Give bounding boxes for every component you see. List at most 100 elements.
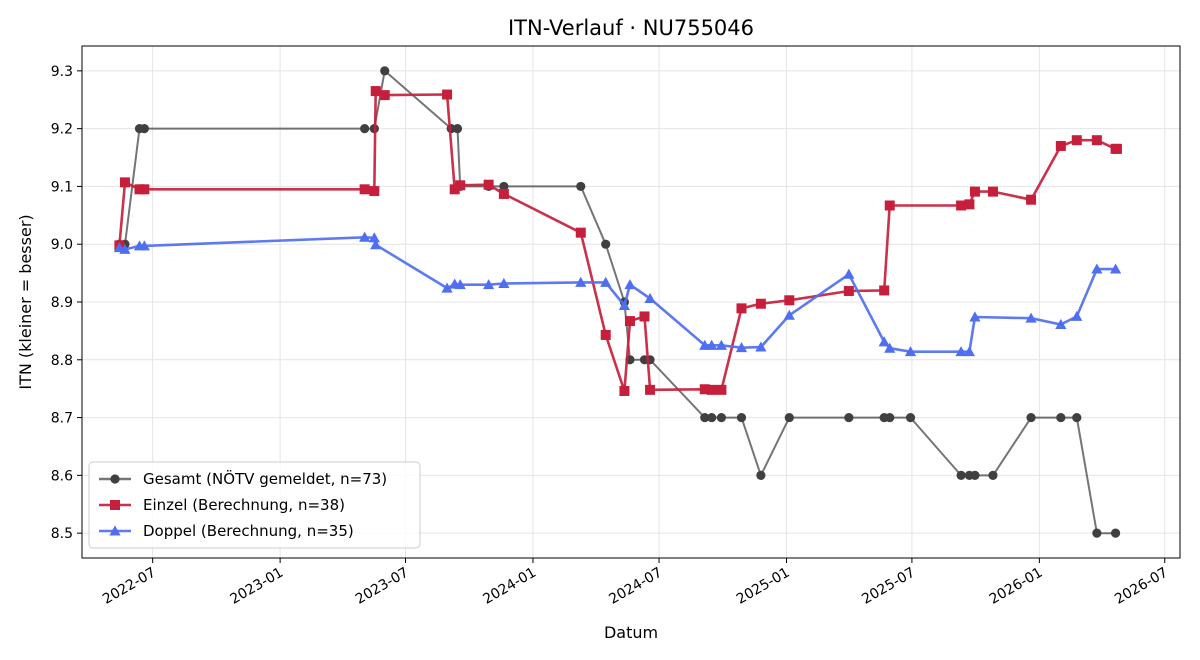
chart-title: ITN-Verlauf · NU755046 [508, 16, 754, 40]
data-point [109, 525, 121, 536]
grid-layer [82, 46, 1180, 558]
data-point [575, 227, 586, 238]
data-point [987, 186, 998, 197]
data-point [1055, 140, 1066, 151]
data-point [1091, 135, 1102, 146]
y-tick-label: 9.2 [51, 122, 73, 138]
data-point [619, 385, 630, 396]
y-tick-label: 8.7 [51, 411, 73, 427]
data-point [756, 470, 766, 480]
series-triangle [113, 231, 1122, 357]
data-point [1056, 412, 1066, 423]
data-point [884, 200, 895, 211]
y-tick-label: 8.6 [51, 468, 73, 484]
data-point [700, 412, 710, 423]
data-point [970, 470, 980, 480]
data-point [639, 311, 650, 322]
y-tick-label: 9.0 [51, 237, 73, 253]
data-point [699, 384, 710, 395]
data-point [783, 309, 795, 320]
data-point [736, 412, 747, 423]
data-point [715, 339, 728, 350]
data-point [1092, 528, 1102, 538]
data-point [369, 186, 380, 197]
data-point [368, 232, 380, 243]
data-point [706, 339, 718, 350]
data-point [969, 186, 980, 197]
data-point [784, 412, 794, 423]
data-point [1025, 312, 1037, 323]
y-tick-label: 8.8 [51, 353, 73, 369]
data-point [483, 179, 494, 190]
data-point [956, 470, 966, 480]
data-point [905, 412, 916, 423]
data-point [110, 474, 120, 484]
y-axis-label: ITN (kleiner = besser) [16, 214, 35, 389]
series-circle [114, 66, 1121, 538]
data-point [1110, 528, 1121, 538]
data-point [988, 470, 998, 480]
data-point [956, 200, 967, 211]
data-point [119, 177, 130, 188]
data-point [359, 184, 370, 195]
series-layer [113, 66, 1122, 538]
data-point [483, 279, 495, 290]
data-point [716, 412, 727, 423]
y-tick-label: 9.1 [51, 179, 73, 195]
data-point [969, 311, 981, 322]
data-point [707, 412, 717, 423]
data-point [706, 384, 717, 395]
data-point [736, 303, 747, 314]
data-point [884, 342, 896, 353]
data-point [1072, 412, 1082, 423]
data-point [600, 329, 611, 340]
data-point [1071, 310, 1083, 321]
data-point [498, 277, 510, 288]
data-point [119, 243, 131, 254]
data-point [1026, 194, 1037, 205]
legend: Gesamt (NÖTV gemeldet, n=73) Einzel (Bere… [88, 461, 421, 549]
data-point [139, 124, 149, 134]
data-point [1071, 135, 1082, 146]
data-point [645, 384, 656, 395]
data-point [1091, 263, 1103, 274]
y-tick-label: 9.3 [51, 64, 73, 80]
data-point [455, 180, 466, 191]
data-point [449, 184, 460, 195]
data-point [138, 240, 150, 251]
data-point [879, 285, 890, 296]
data-point [624, 316, 635, 327]
data-point [624, 279, 636, 290]
data-point [442, 89, 453, 100]
y-tick-label: 8.5 [51, 526, 73, 542]
data-point [784, 295, 795, 306]
data-point [885, 412, 895, 423]
data-point [618, 299, 631, 310]
data-point [370, 239, 382, 250]
data-point [963, 346, 976, 357]
legend-box [88, 461, 421, 549]
legend-label: Doppel (Berechnung, n=35) [143, 522, 354, 540]
data-point [1055, 318, 1067, 330]
data-point [735, 342, 748, 353]
data-point [575, 276, 587, 287]
x-axis-label: Datum [604, 623, 658, 642]
legend-label: Gesamt (NÖTV gemeldet, n=73) [143, 469, 387, 488]
data-point [499, 181, 509, 192]
data-point [964, 199, 975, 210]
series-square [114, 86, 1122, 396]
data-point [1111, 143, 1122, 154]
data-point [843, 286, 854, 297]
data-point [380, 66, 390, 76]
data-point [601, 239, 611, 249]
data-point [904, 346, 917, 357]
legend-label: Einzel (Berechnung, n=38) [143, 496, 345, 514]
data-point [878, 336, 890, 347]
data-point [955, 346, 967, 357]
data-point [359, 231, 371, 242]
data-point [755, 341, 767, 352]
data-point [360, 124, 370, 134]
data-point [498, 188, 509, 199]
